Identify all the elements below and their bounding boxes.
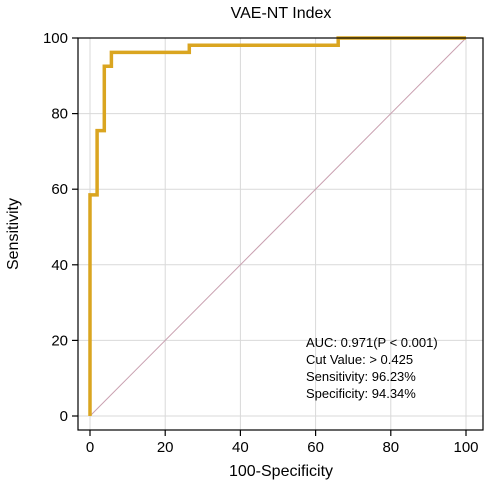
y-axis-label: Sensitivity [5,198,22,270]
y-tick-label: 60 [51,181,68,198]
tick-layer: 0 20 40 60 80 100 0 20 40 60 80 100 [43,30,479,456]
y-tick-label: 20 [51,332,68,349]
x-tick-label: 20 [157,439,174,456]
grid-layer [78,37,483,430]
x-tick-label: 0 [86,439,94,456]
y-tick-label: 80 [51,106,68,123]
auc-annotation: AUC: 0.971(P < 0.001) [306,335,438,350]
specificity-annotation: Specificity: 94.34% [306,386,416,401]
reference-diagonal [89,37,467,417]
sensitivity-annotation: Sensitivity: 96.23% [306,369,416,384]
y-tick-label: 0 [60,408,68,425]
x-tick-label: 80 [382,439,399,456]
cut-value-annotation: Cut Value: > 0.425 [306,352,413,367]
x-tick-label: 40 [232,439,249,456]
chart-title: VAE-NT Index [231,5,332,22]
x-tick-label: 60 [307,439,324,456]
y-tick-label: 100 [43,30,68,47]
x-tick-label: 100 [453,439,478,456]
x-axis-label: 100-Specificity [229,463,333,480]
roc-curve [88,36,466,416]
plot-frame [77,37,484,431]
y-tick-label: 40 [51,257,68,274]
